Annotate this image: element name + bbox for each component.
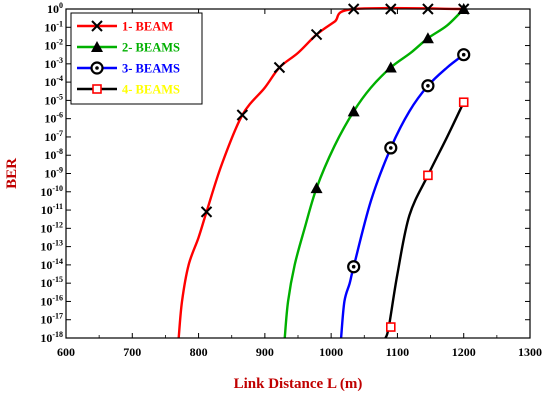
marker-x-stroke: [236, 109, 249, 121]
legend-label-2: 2- BEAMS: [122, 41, 180, 55]
data-point-2: [347, 105, 360, 117]
marker-dot: [351, 264, 356, 269]
y-tick-label: 10-17: [40, 312, 63, 327]
legend-marker-4: [92, 84, 102, 94]
data-point-1: [310, 28, 323, 41]
x-tick-label: 600: [57, 345, 75, 359]
y-tick-label: 10-6: [44, 111, 63, 126]
y-tick-label: 10-9: [44, 166, 63, 181]
legend-label-1: 1- BEAM: [122, 20, 173, 34]
x-tick-label: 1000: [319, 345, 343, 359]
marker-x-stroke: [310, 28, 323, 41]
x-axis-label: Link Distance L (m): [234, 376, 363, 392]
y-tick-label: 10-4: [44, 74, 63, 89]
x-tick-label: 1300: [518, 345, 542, 359]
y-axis-label: BER: [4, 158, 20, 189]
x-tick-label: 1200: [452, 345, 476, 359]
legend-label-3: 3- BEAMS: [122, 62, 180, 76]
legend-marker-3: [90, 61, 104, 75]
data-point-3: [384, 141, 398, 155]
marker-x-stroke: [91, 20, 103, 32]
data-point-1: [273, 61, 286, 74]
x-tick-label: 1100: [386, 345, 409, 359]
marker-dot: [95, 66, 99, 70]
y-tick-label: 10-11: [41, 202, 63, 217]
marker-x-stroke: [200, 206, 213, 218]
y-tick-label: 10-7: [44, 129, 63, 144]
data-point-2: [421, 32, 434, 44]
data-point-3: [457, 48, 471, 62]
data-point-4: [385, 322, 396, 332]
legend-marker-1: [91, 20, 103, 32]
y-tick-label: 10-16: [40, 293, 63, 308]
data-point-2: [310, 182, 323, 194]
series-line-4: [384, 101, 465, 339]
y-tick-label: 10-2: [44, 38, 63, 53]
y-tick-label: 10-10: [40, 184, 63, 199]
x-tick-label: 900: [256, 345, 274, 359]
marker-dot: [389, 146, 393, 150]
data-point-4: [423, 170, 433, 181]
series-line-1: [177, 6, 464, 339]
y-tick-label: 10-3: [44, 56, 63, 71]
legend-marker-2: [91, 41, 103, 52]
data-point-3: [347, 260, 361, 274]
marker-dot: [426, 83, 430, 88]
marker-x-stroke: [273, 61, 286, 74]
y-tick-label: 10-14: [40, 257, 63, 272]
y-tick-label: 10-8: [44, 147, 63, 162]
series-line-3: [339, 53, 465, 339]
series-line-2: [283, 8, 465, 339]
y-tick-label: 10-13: [40, 239, 63, 254]
y-tick-label: 10-1: [44, 19, 63, 34]
y-tick-label: 100: [47, 1, 63, 16]
x-tick-label: 700: [123, 345, 141, 359]
data-point-4: [458, 97, 469, 108]
data-point-3: [421, 79, 435, 93]
y-tick-label: 10-5: [44, 92, 63, 107]
marker-dot: [461, 52, 466, 57]
x-tick-label: 800: [190, 345, 208, 359]
plot-frame: [65, 8, 531, 339]
data-point-2: [384, 61, 397, 73]
y-tick-label: 10-18: [40, 330, 63, 345]
y-tick-label: 10-12: [40, 220, 63, 235]
legend-label-4: 4- BEAMS: [122, 83, 180, 97]
y-tick-label: 10-15: [40, 275, 63, 290]
data-point-1: [236, 109, 249, 121]
data-point-1: [200, 206, 213, 218]
